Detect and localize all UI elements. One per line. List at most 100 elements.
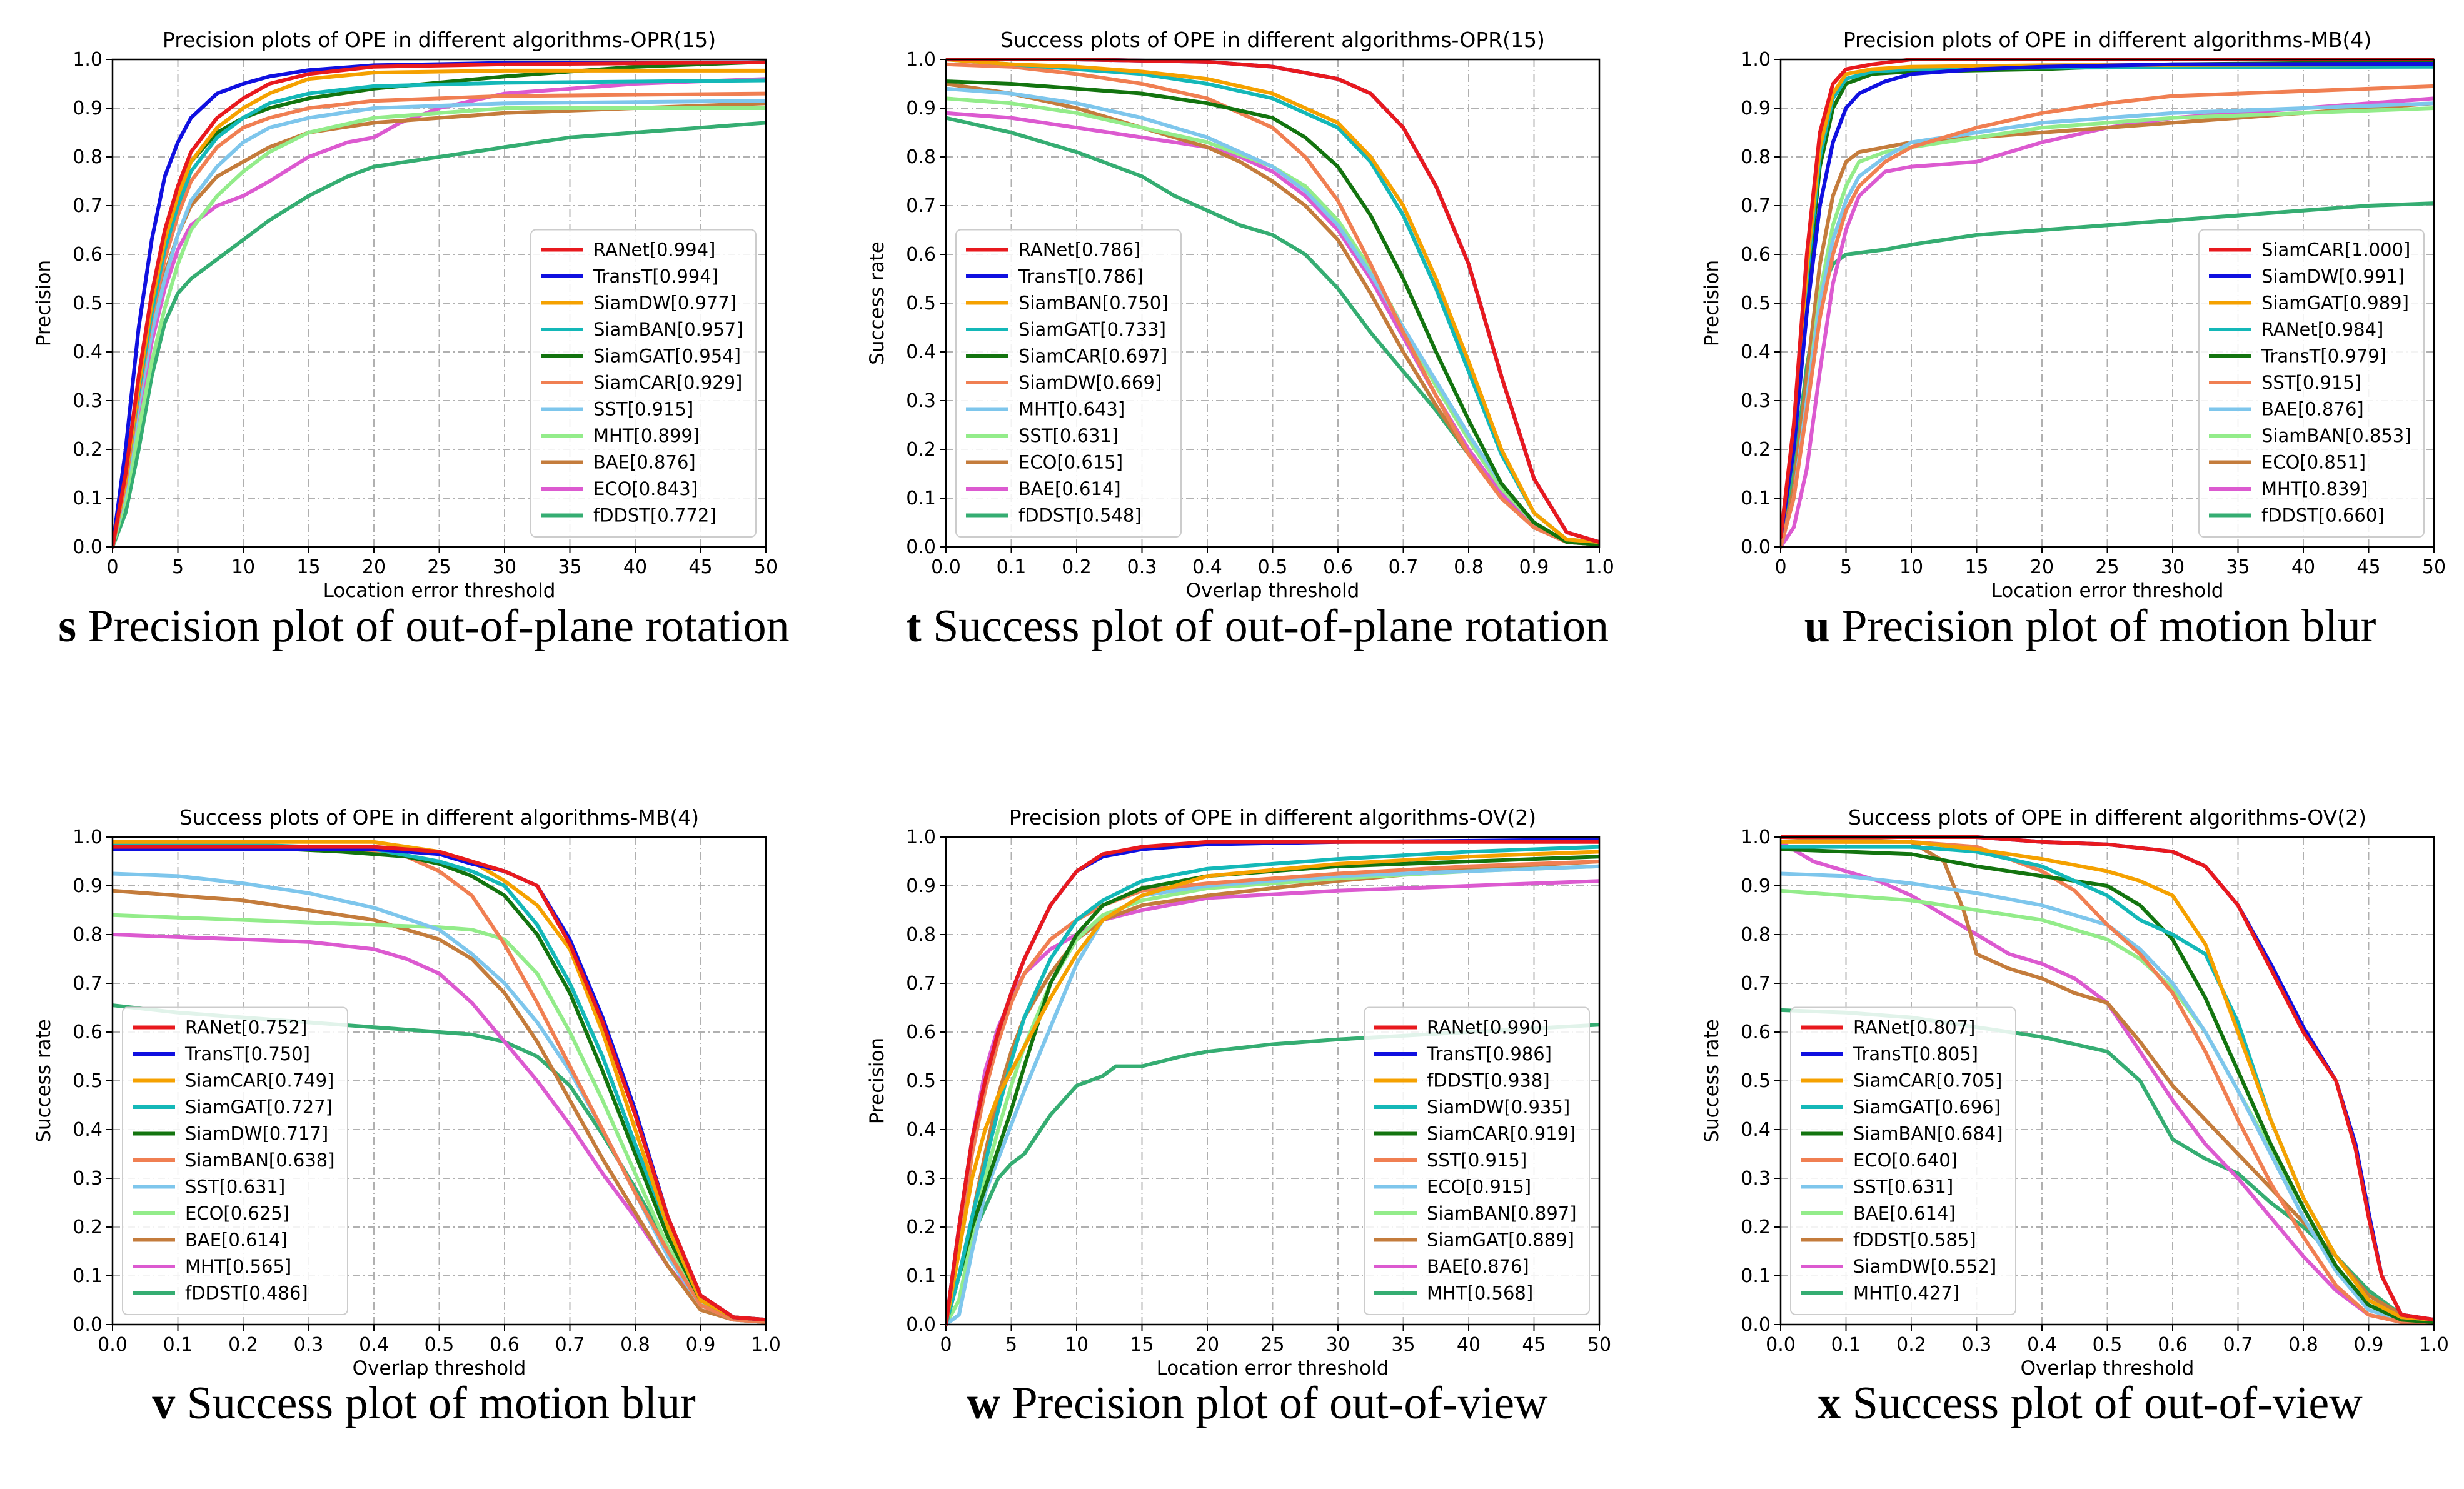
- y-tick-label: 0.1: [73, 488, 103, 509]
- x-tick-label: 10: [231, 556, 255, 578]
- y-tick-label: 1.0: [906, 49, 936, 71]
- x-tick-label: 35: [1391, 1334, 1415, 1356]
- legend-entry: ECO[0.615]: [1018, 452, 1123, 473]
- x-tick-label: 40: [1457, 1334, 1481, 1356]
- legend-entry: MHT[0.565]: [185, 1256, 291, 1277]
- y-tick-label: 0.9: [73, 98, 103, 119]
- y-tick-label: 1.0: [1741, 49, 1771, 71]
- y-tick-label: 0.6: [1741, 1021, 1771, 1043]
- legend-entry: SiamDW[0.552]: [1853, 1256, 1996, 1277]
- chart-panel-x: Success plots of OPE in different algori…: [1701, 805, 2449, 1380]
- y-tick-label: 0.6: [73, 244, 103, 266]
- x-tick-label: 0.5: [425, 1334, 455, 1356]
- y-tick-label: 0.6: [906, 1021, 936, 1043]
- legend-entry: TransT[0.786]: [1018, 266, 1144, 287]
- x-tick-label: 0.0: [98, 1334, 128, 1356]
- legend-entry: MHT[0.839]: [2261, 478, 2368, 499]
- x-tick-label: 0.6: [1323, 556, 1353, 578]
- legend-entry: SiamCAR[0.749]: [185, 1070, 334, 1091]
- x-tick-label: 5: [1005, 1334, 1017, 1356]
- series-line: [113, 121, 766, 549]
- caption-text: Success plot of out-of-view: [1841, 1378, 2363, 1429]
- caption-text: Precision plot of out-of-plane rotation: [76, 601, 790, 652]
- y-tick-label: 0.5: [1741, 1070, 1771, 1092]
- legend: RANet[0.807] TransT[0.805] SiamCAR[0.705] S…: [1790, 1006, 2016, 1315]
- chart-title: Success plots of OPE in different algori…: [1000, 28, 1545, 52]
- axes-frame: [945, 58, 1601, 548]
- y-tick-label: 0.6: [73, 1021, 103, 1043]
- axes-frame: [1779, 58, 2435, 548]
- y-tick-label: 0.0: [73, 1314, 103, 1336]
- x-tick-label: 45: [1522, 1334, 1546, 1356]
- x-tick-label: 0.2: [1062, 556, 1092, 578]
- y-tick-label: 0.9: [906, 98, 936, 119]
- y-tick-label: 0.2: [906, 439, 936, 461]
- series-line: [946, 840, 1599, 1326]
- y-tick-label: 0.2: [73, 439, 103, 461]
- chart-title: Precision plots of OPE in different algo…: [1009, 805, 1536, 830]
- y-tick-label: 0.7: [906, 973, 936, 995]
- x-tick-label: 0.2: [228, 1334, 258, 1356]
- legend-entry: RANet[0.990]: [1427, 1017, 1549, 1038]
- legend-entry: SST[0.915]: [1427, 1150, 1527, 1171]
- x-tick-label: 30: [2161, 556, 2185, 578]
- y-axis-label: Precision: [1701, 260, 1723, 346]
- x-tick-label: 0.3: [1127, 556, 1157, 578]
- y-tick-label: 1.0: [906, 826, 936, 848]
- y-tick-label: 0.6: [906, 244, 936, 266]
- x-tick-label: 0.0: [931, 556, 961, 578]
- legend-entry: TransT[0.994]: [593, 266, 718, 287]
- x-tick-label: 35: [2226, 556, 2250, 578]
- series-line: [1781, 847, 2434, 1325]
- figure-caption: t Success plot of out-of-plane rotation: [906, 600, 1609, 653]
- legend: RANet[0.752] TransT[0.750] SiamCAR[0.749] S…: [122, 1006, 348, 1315]
- caption-letter: w: [967, 1378, 1000, 1429]
- x-tick-label: 5: [1840, 556, 1852, 578]
- x-tick-label: 45: [688, 556, 712, 578]
- series-line: [946, 79, 1599, 547]
- y-axis-label: Success rate: [866, 241, 888, 365]
- series-line: [946, 864, 1599, 1326]
- y-tick-label: 0.6: [1741, 244, 1771, 266]
- y-tick-label: 0.8: [906, 924, 936, 946]
- x-tick-label: 0.9: [1519, 556, 1549, 578]
- x-tick-label: 0.7: [2223, 1334, 2253, 1356]
- series-line: [1781, 835, 2434, 1322]
- x-tick-label: 1.0: [751, 1334, 781, 1356]
- legend-entry: SiamDW[0.991]: [2261, 266, 2405, 287]
- legend-entry: SiamDW[0.935]: [1427, 1096, 1570, 1118]
- y-tick-label: 0.3: [906, 1168, 936, 1190]
- x-tick-label: 0.9: [2354, 1334, 2384, 1356]
- series-line: [113, 888, 766, 1325]
- series-line: [946, 58, 1599, 544]
- y-tick-label: 0.5: [73, 1070, 103, 1092]
- legend-entry: ECO[0.915]: [1427, 1176, 1531, 1198]
- legend-entry: SiamGAT[0.727]: [185, 1096, 333, 1118]
- chart-panel-t: Success plots of OPE in different algori…: [866, 28, 1614, 602]
- y-tick-label: 0.7: [1741, 195, 1771, 217]
- x-tick-label: 20: [2030, 556, 2054, 578]
- y-tick-label: 0.5: [73, 293, 103, 314]
- series-line: [946, 62, 1599, 547]
- x-tick-label: 0: [1774, 556, 1786, 578]
- y-tick-label: 0.3: [906, 390, 936, 412]
- x-tick-label: 15: [296, 556, 320, 578]
- x-tick-label: 0.2: [1896, 1334, 1926, 1356]
- axes-frame: [111, 58, 767, 548]
- x-tick-label: 0.1: [163, 1334, 193, 1356]
- x-tick-label: 0.8: [620, 1334, 650, 1356]
- figure-caption: s Precision plot of out-of-plane rotatio…: [58, 600, 789, 653]
- caption-letter: x: [1818, 1378, 1841, 1429]
- y-tick-label: 1.0: [73, 826, 103, 848]
- y-tick-label: 0.8: [73, 924, 103, 946]
- caption-text: Success plot of motion blur: [175, 1378, 696, 1429]
- legend: RANet[0.786] TransT[0.786] SiamBAN[0.750] S…: [955, 229, 1182, 538]
- x-tick-label: 10: [1899, 556, 1923, 578]
- y-tick-label: 0.2: [73, 1216, 103, 1238]
- legend-entry: SiamGAT[0.954]: [593, 346, 741, 367]
- series-line: [1781, 101, 2434, 549]
- legend-entry: fDDST[0.486]: [185, 1283, 308, 1304]
- x-tick-label: 10: [1065, 1334, 1089, 1356]
- y-tick-label: 0.2: [906, 1216, 936, 1238]
- x-tick-label: 0.1: [1831, 1334, 1861, 1356]
